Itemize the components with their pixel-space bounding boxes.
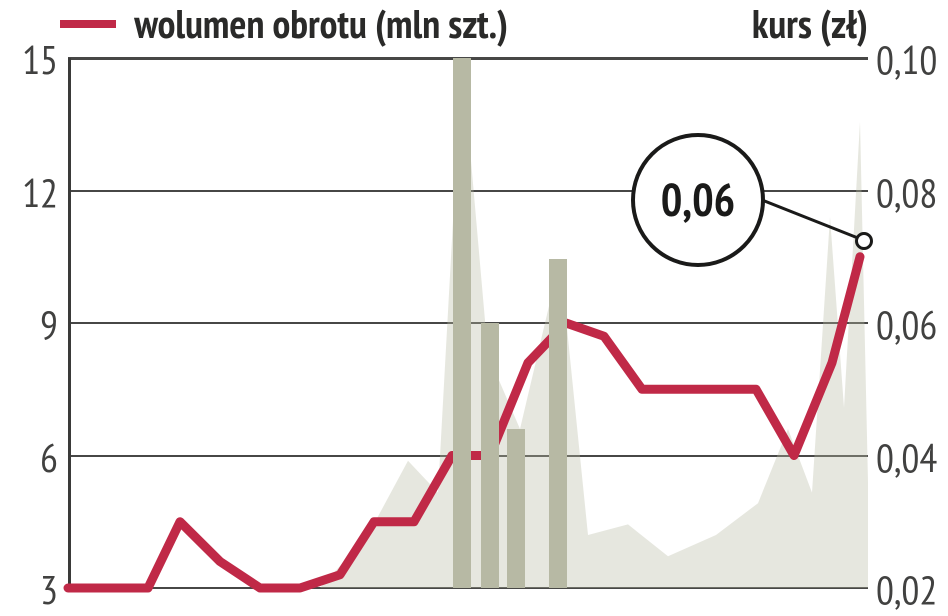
- plot-area: 150,10120,0890,0660,0430,020,06: [68, 58, 868, 588]
- legend-price-label: kurs (zł): [752, 0, 868, 50]
- volume-bar: [481, 323, 499, 588]
- volume-area: [320, 58, 868, 588]
- y-left-tick: 3: [40, 564, 68, 616]
- legend-volume-swatch: [60, 20, 116, 28]
- chart-card: 150,10120,0890,0660,0430,020,06 wolumen …: [0, 0, 948, 593]
- volume-bar: [453, 58, 471, 588]
- legend-volume: wolumen obrotu (mln szt.): [60, 0, 508, 50]
- y-left-tick: 12: [22, 167, 68, 219]
- y-right-tick: 0,10: [868, 34, 937, 86]
- y-right-tick: 0,06: [868, 299, 937, 351]
- y-left-tick: 6: [40, 432, 68, 484]
- y-right-tick: 0,08: [868, 167, 937, 219]
- volume-bar: [549, 259, 567, 588]
- y-right-tick: 0,04: [868, 432, 937, 484]
- volume-bar: [507, 429, 525, 588]
- legend-price: kurs (zł): [752, 0, 868, 50]
- y-right-tick: 0,02: [868, 564, 937, 616]
- y-left-tick: 9: [40, 299, 68, 351]
- price-callout: 0,06: [631, 133, 765, 267]
- legend-volume-label: wolumen obrotu (mln szt.): [134, 0, 508, 50]
- price-callout-value: 0,06: [661, 171, 736, 229]
